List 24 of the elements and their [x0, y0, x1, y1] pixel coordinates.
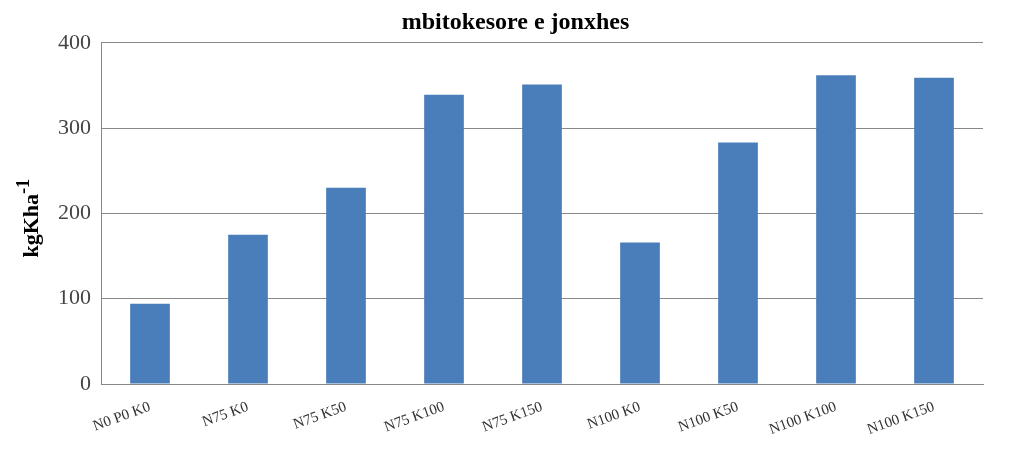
x-tick-label: N75 K100	[381, 397, 447, 435]
y-tick-label: 300	[58, 113, 91, 139]
bar	[522, 84, 562, 384]
y-tick-label: 200	[58, 199, 91, 225]
bar	[914, 77, 954, 384]
y-tick-label: 0	[80, 369, 91, 395]
x-tick-label: N75 K50	[290, 397, 349, 432]
bar	[816, 75, 856, 384]
x-tick-label: N100 K150	[864, 397, 937, 438]
y-tick-label: 100	[58, 284, 91, 310]
bar	[228, 234, 268, 384]
chart-title: mbitokesore e jonxhes	[401, 7, 630, 34]
x-tick-label: N75 K150	[479, 397, 545, 435]
bar	[326, 187, 366, 384]
bar	[620, 242, 660, 384]
y-tick-label: 400	[58, 28, 91, 54]
x-tick-label: N75 K0	[199, 397, 251, 430]
x-tick-label: N100 K100	[766, 397, 839, 438]
bar	[718, 142, 758, 384]
bar	[424, 94, 464, 384]
x-tick-label: N100 K0	[584, 397, 643, 432]
x-tick-label: N100 K50	[675, 397, 741, 435]
x-tick-label: N0 P0 K0	[90, 397, 153, 434]
bar	[130, 303, 170, 384]
